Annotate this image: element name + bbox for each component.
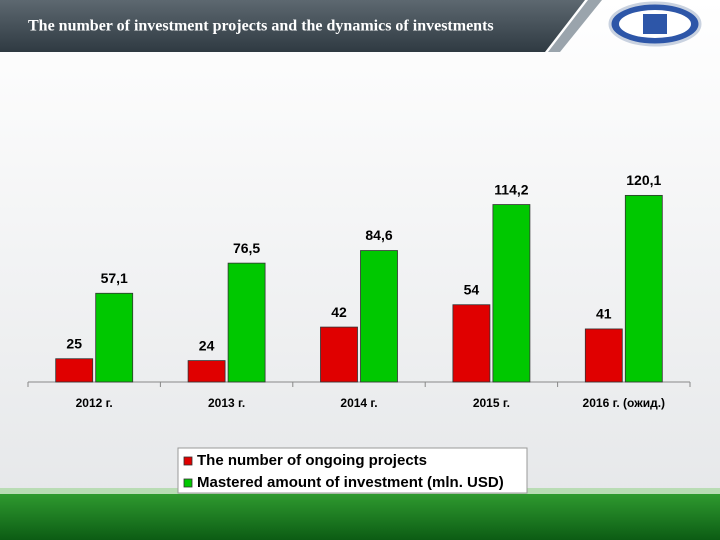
x-tick-label: 2015 г. [473,396,510,410]
bar [227,262,266,383]
value-label: 120,1 [626,172,661,188]
bar [187,360,226,383]
bar [492,204,531,383]
value-label: 25 [66,335,82,351]
logo [608,1,702,47]
bar [360,250,398,383]
value-label: 57,1 [101,270,128,286]
chart-title: The number of investment projects and th… [28,18,494,35]
x-tick-label: 2012 г. [76,396,113,410]
value-label: 54 [464,281,480,297]
bar [452,304,491,383]
bar [320,326,358,383]
bar [624,194,663,383]
legend-swatch [183,478,193,488]
value-label: 24 [199,337,215,353]
value-label: 114,2 [494,181,528,197]
bar [95,292,134,383]
legend-swatch [183,456,193,466]
value-label: 41 [596,306,612,322]
header-accent [548,0,602,52]
value-label: 76,5 [233,240,260,256]
x-tick-label: 2016 г. (ожид.) [583,396,666,410]
value-label: 42 [331,304,347,320]
legend [177,447,528,494]
bar [584,328,623,383]
header-bar [0,0,585,52]
bar [55,358,94,383]
x-tick-label: 2013 г. [208,396,245,410]
value-label: 84,6 [365,227,392,243]
legend-label: The number of ongoing projects [197,452,427,469]
x-tick-label: 2014 г. [340,396,377,410]
legend-label: Mastered amount of investment (mln. USD) [197,474,504,491]
footer-band [0,494,720,540]
